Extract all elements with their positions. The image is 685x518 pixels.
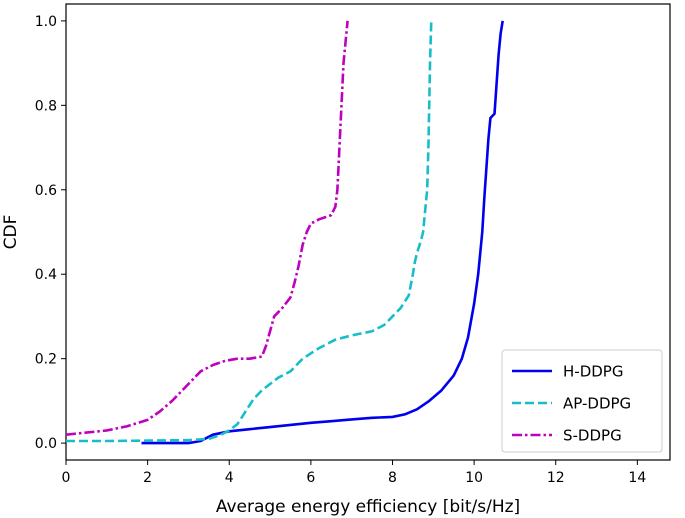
series-layer: [65, 20, 504, 445]
series-line-h-ddpg: [141, 20, 504, 445]
series-line-ap-ddpg: [66, 20, 433, 443]
x-tick-label: 8: [388, 470, 397, 486]
y-tick-label: 0.0: [35, 436, 57, 452]
x-tick-label: 12: [547, 470, 565, 486]
x-tick-label: 10: [465, 470, 483, 486]
y-tick-label: 0.6: [35, 183, 57, 199]
legend: H-DDPG AP-DDPG S-DDPG: [501, 349, 663, 453]
x-tick-label: 2: [143, 470, 152, 486]
series-line-s-ddpg: [65, 20, 349, 436]
y-tick-label: 0.2: [35, 352, 57, 368]
x-tick-label: 6: [306, 470, 315, 486]
x-axis-title: Average energy efficiency [bit/s/Hz]: [216, 497, 520, 517]
legend-label-h-ddpg: H-DDPG: [563, 363, 623, 381]
x-tick-label: 4: [225, 470, 234, 486]
y-tick-label: 0.8: [35, 98, 57, 114]
y-tick-label: 0.4: [35, 267, 57, 283]
legend-label-s-ddpg: S-DDPG: [563, 427, 622, 445]
legend-label-ap-ddpg: AP-DDPG: [563, 395, 631, 413]
x-tick-label: 14: [628, 470, 646, 486]
legend-box: [501, 349, 663, 453]
x-tick-label: 0: [62, 470, 71, 486]
y-axis-title: CDF: [1, 215, 21, 250]
y-axis: 0.0 0.2 0.4 0.6 0.8 1.0: [35, 14, 66, 452]
x-axis: 0 2 4 6 8 10 12 14: [62, 460, 646, 486]
y-tick-label: 1.0: [35, 14, 57, 30]
